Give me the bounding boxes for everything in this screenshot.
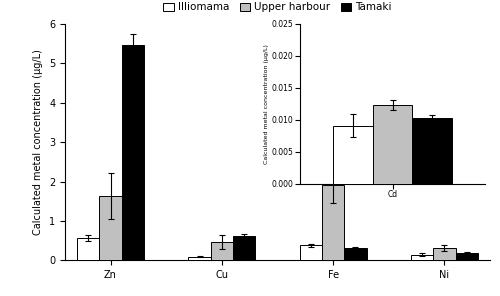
Bar <box>344 248 366 260</box>
Bar <box>233 236 255 260</box>
Bar <box>300 245 322 260</box>
Bar <box>322 186 344 260</box>
Y-axis label: Calculated metal concentration (µg/L): Calculated metal concentration (µg/L) <box>264 44 269 163</box>
Bar <box>411 255 434 260</box>
Bar <box>210 242 233 260</box>
Bar <box>333 126 372 184</box>
Bar <box>77 238 100 260</box>
Bar <box>434 248 456 260</box>
Bar <box>188 257 210 260</box>
Bar <box>122 45 144 260</box>
Bar <box>412 118 452 184</box>
Y-axis label: Calculated metal concentration (µg/L): Calculated metal concentration (µg/L) <box>34 49 43 235</box>
Bar <box>100 196 122 260</box>
Legend: Illiomama, Upper harbour, Tamaki: Illiomama, Upper harbour, Tamaki <box>159 0 396 17</box>
Bar <box>372 105 412 184</box>
Bar <box>456 252 478 260</box>
